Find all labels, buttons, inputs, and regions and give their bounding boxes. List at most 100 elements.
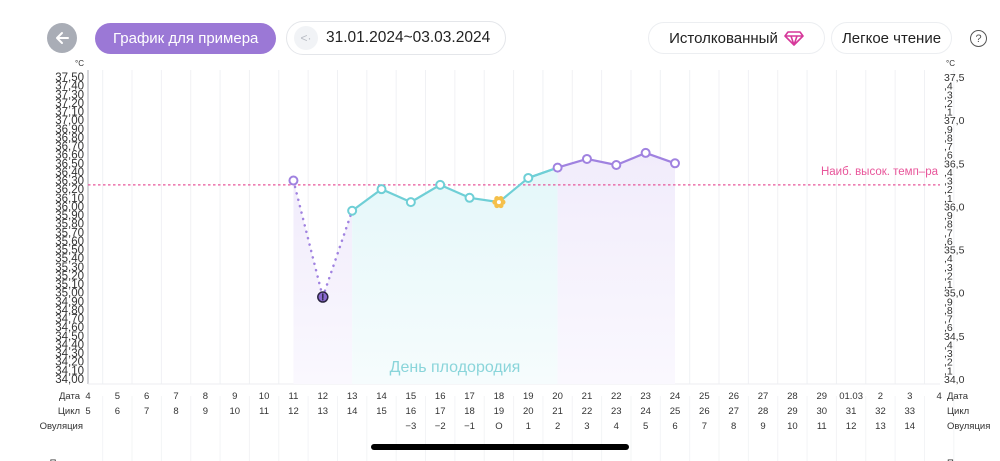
cycle-cell: 31 bbox=[846, 406, 857, 417]
date-cell: 19 bbox=[523, 391, 534, 402]
y-tick-left: 34,70 bbox=[55, 314, 84, 326]
y-tick-left: 36,20 bbox=[55, 184, 84, 196]
y-tick-right: 35,0 bbox=[944, 288, 965, 300]
ovulation-flower-icon bbox=[498, 202, 504, 209]
y-tick-right: ,2 bbox=[944, 98, 953, 110]
date-cell: 29 bbox=[816, 391, 827, 402]
y-tick-right: ,9 bbox=[944, 296, 953, 308]
y-tick-left: 34,00 bbox=[55, 374, 84, 386]
date-cell: 11 bbox=[289, 391, 299, 402]
date-cell: 14 bbox=[376, 391, 387, 402]
easy-read-label: Легкое чтение bbox=[841, 29, 942, 47]
y-tick-right: 37,0 bbox=[944, 115, 965, 127]
interpreted-button[interactable]: Истолкованный bbox=[648, 22, 825, 54]
date-cell: 28 bbox=[787, 391, 798, 402]
y-tick-left: 36,10 bbox=[55, 193, 84, 205]
cycle-cell: 10 bbox=[229, 406, 240, 417]
y-tick-left: 35,80 bbox=[55, 219, 84, 231]
y-tick-left: 37,40 bbox=[55, 81, 84, 93]
y-tick-left: 35,40 bbox=[55, 253, 84, 265]
date-cell: 25 bbox=[699, 391, 710, 402]
y-tick-right: ,2 bbox=[944, 357, 953, 369]
y-tick-right: ,1 bbox=[944, 193, 953, 205]
y-tick-right: ,9 bbox=[944, 124, 953, 136]
y-tick-right: ,2 bbox=[944, 270, 953, 282]
y-tick-left: 35,20 bbox=[55, 270, 84, 282]
y-tick-right: ,6 bbox=[944, 150, 953, 162]
y-tick-right: ,6 bbox=[944, 322, 953, 334]
chevron-left-icon[interactable]: <· bbox=[294, 26, 318, 50]
y-tick-right: 34,0 bbox=[944, 374, 965, 386]
y-tick-left: 35,50 bbox=[55, 245, 84, 257]
ovulation-cell: −1 bbox=[464, 421, 475, 432]
y-tick-right: ,8 bbox=[944, 132, 953, 144]
date-cell: 6 bbox=[144, 391, 149, 402]
cycle-row-label-left: Цикл bbox=[58, 406, 80, 417]
y-tick-left: 36,30 bbox=[55, 176, 84, 188]
cycle-cell: 7 bbox=[144, 406, 149, 417]
y-tick-right: ,7 bbox=[944, 141, 953, 153]
sample-chart-button[interactable]: График для примера bbox=[95, 23, 277, 54]
y-tick-right: ,1 bbox=[944, 107, 953, 119]
ovulation-cell: 14 bbox=[905, 421, 916, 432]
y-tick-right: 37,5 bbox=[944, 72, 965, 84]
ovulation-cell: 4 bbox=[614, 421, 619, 432]
y-tick-left: 37,30 bbox=[55, 89, 84, 101]
date-cell: 4 bbox=[937, 391, 942, 402]
luteal-area bbox=[557, 152, 675, 384]
line-segment bbox=[409, 183, 442, 204]
y-tick-left: 37,00 bbox=[55, 115, 84, 127]
y-tick-right: ,3 bbox=[944, 176, 953, 188]
ovulation-cell: 2 bbox=[555, 421, 560, 432]
line-segment bbox=[556, 157, 589, 169]
y-unit-left: °C bbox=[75, 59, 84, 68]
cycle-cell: 12 bbox=[288, 406, 299, 417]
y-tick-right: ,7 bbox=[944, 314, 953, 326]
home-indicator[interactable] bbox=[371, 444, 629, 450]
y-tick-right: 35,5 bbox=[944, 245, 965, 257]
easy-read-button[interactable]: Легкое чтение bbox=[831, 22, 952, 54]
cycle-cell: 19 bbox=[494, 406, 505, 417]
y-tick-left: 35,90 bbox=[55, 210, 84, 222]
date-cell: 12 bbox=[318, 391, 329, 402]
cycle-cell: 24 bbox=[640, 406, 651, 417]
interpreted-label: Истолкованный bbox=[669, 29, 778, 47]
line-segment bbox=[380, 188, 412, 204]
data-point bbox=[405, 197, 416, 208]
cycle-cell: 29 bbox=[787, 406, 798, 417]
y-tick-right: ,8 bbox=[944, 219, 953, 231]
y-tick-left: 36,00 bbox=[55, 201, 84, 213]
y-tick-right: ,7 bbox=[944, 227, 953, 239]
line-segment bbox=[321, 209, 354, 299]
line-segment bbox=[497, 176, 530, 204]
y-tick-right: ,4 bbox=[944, 253, 953, 265]
y-tick-left: 34,30 bbox=[55, 348, 84, 360]
date-cell: 13 bbox=[347, 391, 358, 402]
line-segment bbox=[351, 188, 383, 212]
ovulation-cell: 10 bbox=[787, 421, 798, 432]
ovulation-row-label-left: Овуляция bbox=[40, 421, 83, 432]
ovulation-flower-icon bbox=[494, 196, 500, 202]
y-unit-right: °C bbox=[946, 59, 955, 68]
data-point bbox=[376, 184, 387, 195]
data-point bbox=[347, 205, 358, 216]
y-tick-left: 37,20 bbox=[55, 98, 84, 110]
question-icon[interactable]: ? bbox=[970, 30, 987, 47]
date-cell: 9 bbox=[232, 391, 237, 402]
data-point bbox=[552, 162, 563, 173]
y-tick-right: 36,5 bbox=[944, 158, 965, 170]
date-cell: 21 bbox=[582, 391, 593, 402]
y-tick-right: ,4 bbox=[944, 339, 953, 351]
date-cell: 22 bbox=[611, 391, 622, 402]
date-range-selector[interactable]: <· 31.01.2024~03.03.2024 bbox=[286, 21, 506, 55]
back-button[interactable] bbox=[47, 23, 77, 53]
ovulation-row-label-right: Овуляция bbox=[947, 421, 990, 432]
period-row-label-left: Период bbox=[50, 458, 84, 461]
diamond-icon bbox=[784, 31, 804, 46]
y-tick-left: 35,30 bbox=[55, 262, 84, 274]
date-cell: 18 bbox=[494, 391, 505, 402]
y-tick-left: 37,50 bbox=[55, 72, 84, 84]
ovulation-cell: 6 bbox=[672, 421, 677, 432]
y-tick-right: ,3 bbox=[944, 89, 953, 101]
date-cell: 15 bbox=[406, 391, 417, 402]
